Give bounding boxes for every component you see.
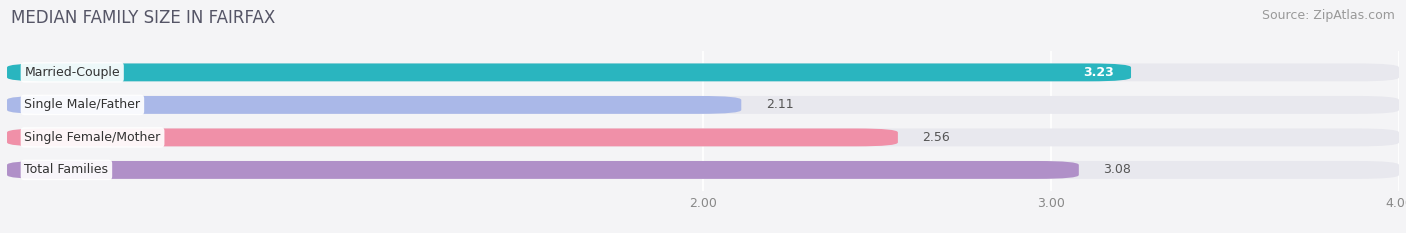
Text: Single Female/Mother: Single Female/Mother [24, 131, 160, 144]
Text: Total Families: Total Families [24, 163, 108, 176]
FancyBboxPatch shape [7, 161, 1078, 179]
FancyBboxPatch shape [7, 128, 1399, 146]
Text: Married-Couple: Married-Couple [24, 66, 120, 79]
Text: Source: ZipAtlas.com: Source: ZipAtlas.com [1261, 9, 1395, 22]
Text: Single Male/Father: Single Male/Father [24, 98, 141, 111]
Text: 3.08: 3.08 [1104, 163, 1130, 176]
FancyBboxPatch shape [7, 128, 898, 146]
Text: 3.23: 3.23 [1083, 66, 1114, 79]
FancyBboxPatch shape [7, 161, 1399, 179]
Text: MEDIAN FAMILY SIZE IN FAIRFAX: MEDIAN FAMILY SIZE IN FAIRFAX [11, 9, 276, 27]
FancyBboxPatch shape [7, 96, 741, 114]
FancyBboxPatch shape [7, 63, 1130, 81]
Text: 2.56: 2.56 [922, 131, 950, 144]
FancyBboxPatch shape [7, 63, 1399, 81]
FancyBboxPatch shape [7, 96, 1399, 114]
Text: 2.11: 2.11 [766, 98, 793, 111]
